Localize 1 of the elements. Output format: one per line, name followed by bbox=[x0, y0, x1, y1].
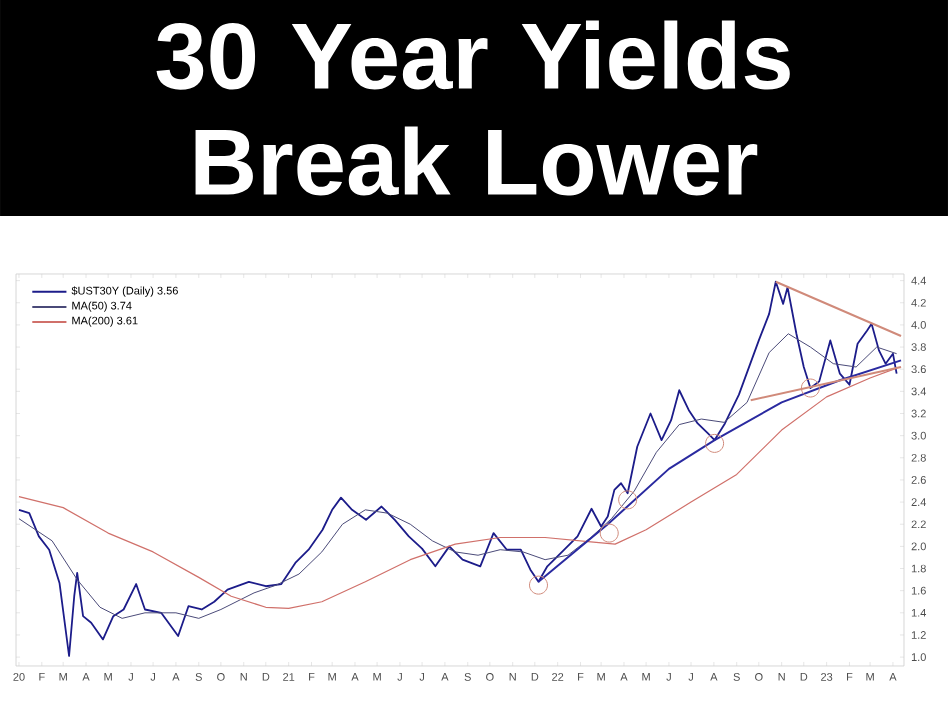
chart-title: 30 Year Yields Break Lower bbox=[156, 20, 790, 196]
